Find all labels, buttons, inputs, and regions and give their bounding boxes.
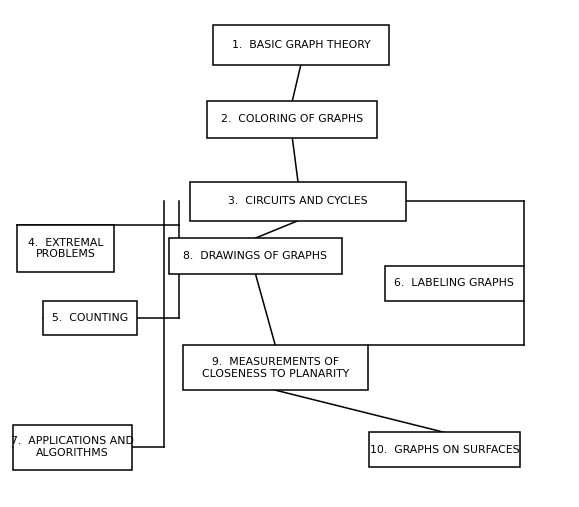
Text: 9.  MEASUREMENTS OF
CLOSENESS TO PLANARITY: 9. MEASUREMENTS OF CLOSENESS TO PLANARIT… [201, 357, 349, 379]
FancyBboxPatch shape [384, 266, 523, 301]
FancyBboxPatch shape [13, 425, 133, 469]
FancyBboxPatch shape [17, 225, 113, 272]
Text: 5.  COUNTING: 5. COUNTING [52, 313, 128, 323]
Text: 4.  EXTREMAL
PROBLEMS: 4. EXTREMAL PROBLEMS [28, 238, 103, 260]
FancyBboxPatch shape [183, 345, 368, 390]
FancyBboxPatch shape [190, 182, 406, 221]
FancyBboxPatch shape [169, 238, 342, 274]
FancyBboxPatch shape [213, 25, 389, 65]
FancyBboxPatch shape [43, 301, 137, 336]
Text: 8.  DRAWINGS OF GRAPHS: 8. DRAWINGS OF GRAPHS [184, 251, 328, 261]
Text: 2.  COLORING OF GRAPHS: 2. COLORING OF GRAPHS [221, 115, 364, 124]
FancyBboxPatch shape [369, 432, 519, 467]
Text: 1.  BASIC GRAPH THEORY: 1. BASIC GRAPH THEORY [232, 40, 370, 50]
FancyBboxPatch shape [207, 101, 378, 138]
Text: 6.  LABELING GRAPHS: 6. LABELING GRAPHS [394, 278, 514, 288]
Text: 10.  GRAPHS ON SURFACES: 10. GRAPHS ON SURFACES [369, 445, 519, 455]
Text: 7.  APPLICATIONS AND
ALGORITHMS: 7. APPLICATIONS AND ALGORITHMS [12, 437, 134, 458]
Text: 3.  CIRCUITS AND CYCLES: 3. CIRCUITS AND CYCLES [228, 196, 368, 206]
